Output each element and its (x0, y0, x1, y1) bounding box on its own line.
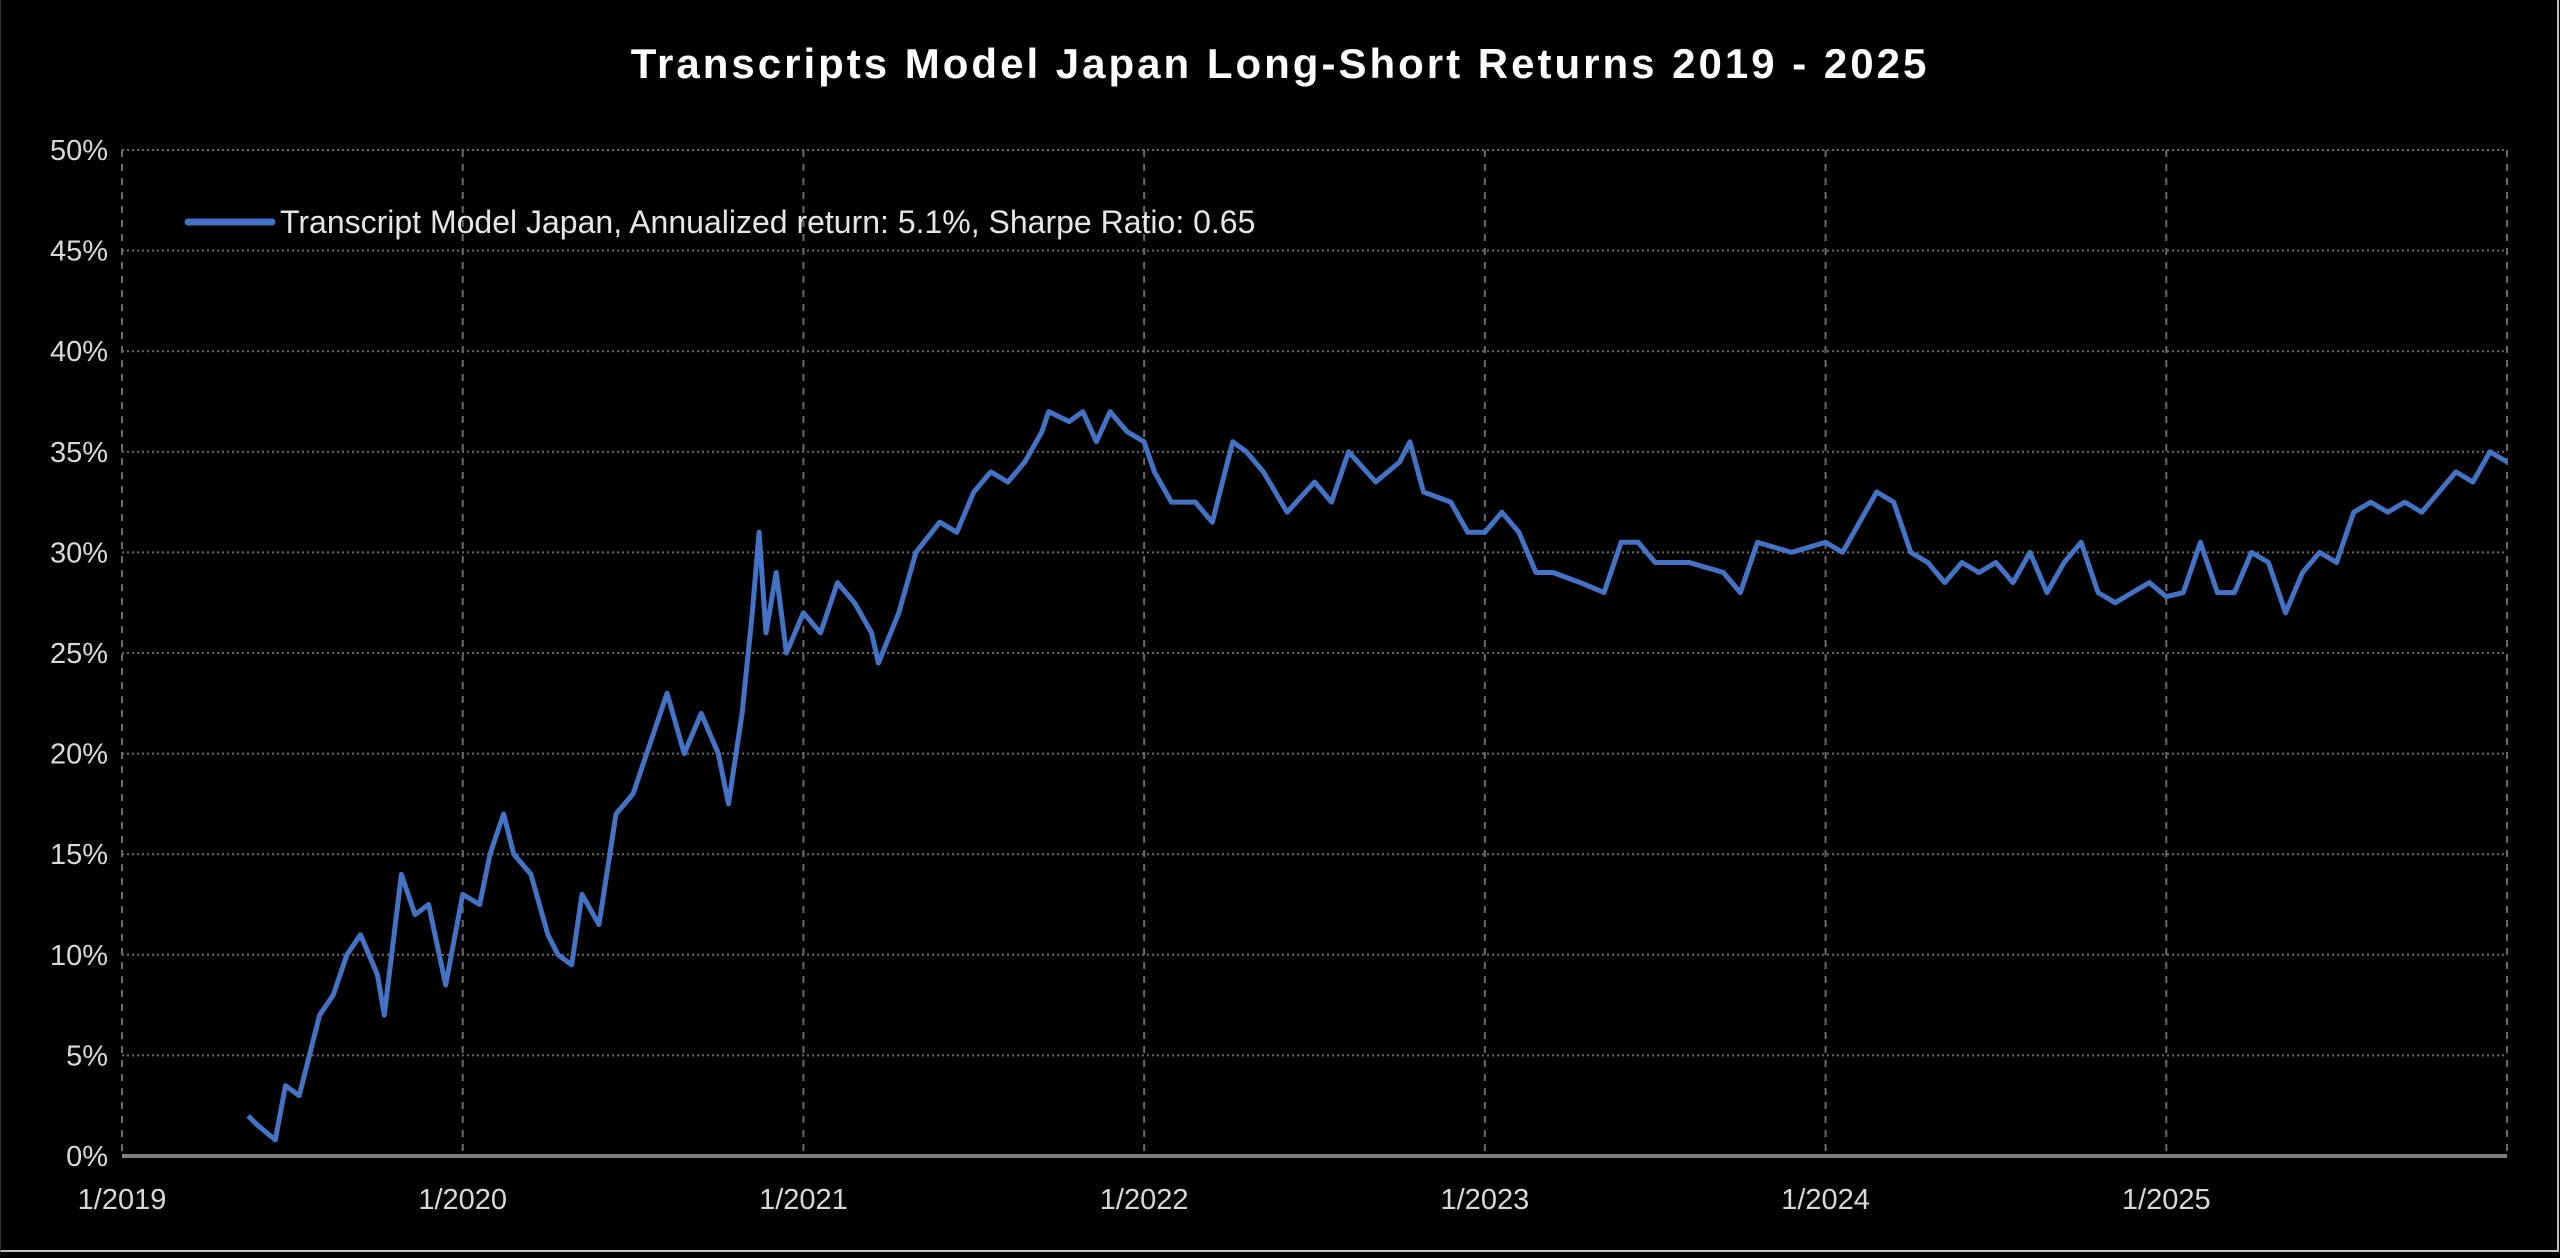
x-tick-label: 1/2022 (1100, 1184, 1189, 1216)
y-tick-label: 15% (50, 839, 108, 871)
x-tick-label: 1/2024 (1781, 1184, 1870, 1216)
series-layer (246, 409, 2509, 1143)
gridlines (121, 149, 2508, 1158)
y-tick-label: 40% (50, 336, 108, 368)
y-tick-label: 10% (50, 940, 108, 972)
y-tick-label: 20% (50, 739, 108, 771)
y-tick-label: 35% (50, 437, 108, 469)
x-tick-label: 1/2020 (418, 1184, 507, 1216)
x-tick-label: 1/2019 (78, 1184, 167, 1216)
x-tick-label: 1/2025 (2122, 1184, 2211, 1216)
y-tick-label: 5% (66, 1040, 108, 1072)
y-tick-label: 50% (50, 135, 108, 167)
y-tick-label: 0% (66, 1141, 108, 1173)
series-line (246, 409, 2509, 1143)
legend: Transcript Model Japan, Annualized retur… (184, 204, 1255, 240)
chart-title: Transcripts Model Japan Long-Short Retur… (630, 40, 1930, 87)
y-tick-label: 30% (50, 537, 108, 569)
x-tick-label: 1/2021 (759, 1184, 848, 1216)
legend-label: Transcript Model Japan, Annualized retur… (280, 204, 1255, 240)
y-tick-label: 25% (50, 638, 108, 670)
y-tick-label: 45% (50, 236, 108, 268)
x-tick-label: 1/2023 (1441, 1184, 1530, 1216)
x-axis-ticks: 1/2019 1/2020 1/2021 1/2022 1/2023 1/2024 1/20… (78, 1184, 2211, 1216)
y-axis-ticks: 0% 5% 10% 15% 20% 25% 30% 35% 40% 45% 50% (50, 135, 108, 1173)
